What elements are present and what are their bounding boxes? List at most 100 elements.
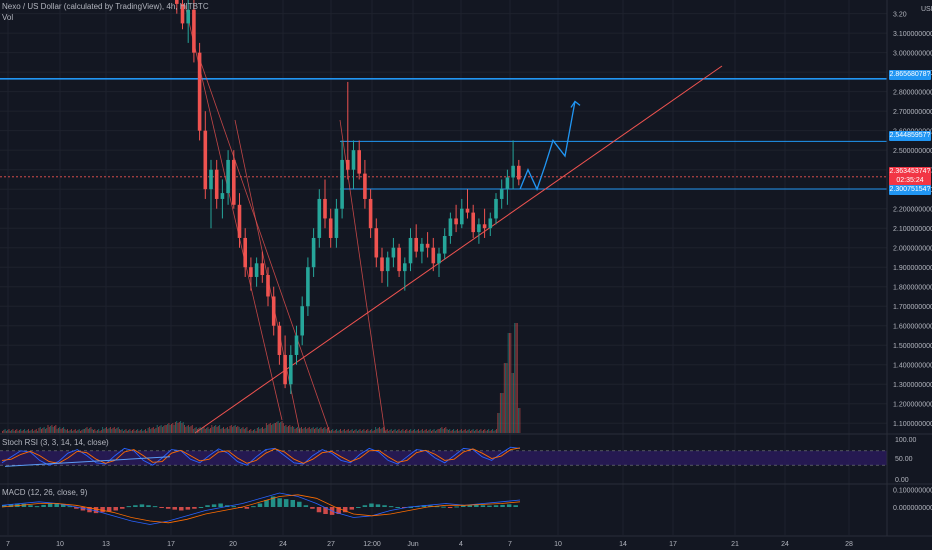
volume-bar	[388, 431, 390, 433]
macd-bar	[113, 507, 118, 511]
volume-bar	[115, 429, 117, 433]
volume-bar	[146, 431, 148, 433]
volume-bar	[186, 426, 188, 433]
volume-bar	[176, 421, 178, 433]
volume-bar	[212, 427, 214, 433]
volume-bar	[31, 429, 33, 433]
volume-bar	[411, 431, 413, 433]
volume-bar	[406, 429, 408, 433]
macd-bar	[218, 503, 223, 507]
time-tick-label: 24	[279, 541, 287, 548]
volume-bar	[116, 428, 118, 433]
candle-body	[175, 0, 179, 4]
price-tick-label: 3.20	[893, 12, 907, 19]
macd-bar	[152, 506, 158, 508]
volume-bar	[320, 427, 322, 433]
volume-bar	[269, 423, 271, 433]
volume-bar	[67, 429, 68, 433]
volume-bar	[304, 427, 306, 433]
volume-bar	[217, 426, 219, 433]
macd-bar	[41, 504, 46, 507]
candle-body	[192, 9, 196, 53]
price-tag-resistance-high: 2.86568078?	[889, 70, 931, 80]
volume-bar	[60, 429, 62, 433]
volume-bar	[479, 430, 481, 433]
time-tick-label: 27	[327, 541, 335, 548]
volume-bar	[117, 427, 119, 433]
volume-bar	[83, 429, 85, 433]
volume-bar	[55, 425, 57, 433]
volume-bar	[363, 429, 365, 433]
volume-bar	[145, 429, 146, 433]
candle-body	[209, 169, 213, 190]
volume-bar	[230, 425, 232, 433]
volume-bar	[267, 425, 269, 433]
volume-bar	[91, 429, 93, 433]
volume-bar	[224, 429, 226, 433]
volume-bar	[401, 430, 403, 433]
volume-bar	[169, 425, 171, 433]
volume-bar	[251, 431, 253, 433]
volume-bar	[147, 428, 149, 433]
volume-bar	[372, 431, 374, 433]
volume-bar	[468, 429, 470, 433]
volume-bar	[24, 429, 26, 433]
volume-bar	[303, 428, 305, 433]
volume-bar	[221, 428, 223, 433]
candle-body	[511, 165, 515, 178]
macd-tick-label: 0.100000000	[893, 488, 932, 495]
macd-bar	[251, 506, 256, 508]
macd-bar	[356, 507, 361, 508]
volume-bar	[181, 423, 183, 433]
candle-body	[346, 159, 350, 170]
candle-body	[226, 159, 230, 194]
volume-bar	[29, 431, 31, 433]
volume-bar	[64, 429, 66, 433]
volume-bar	[337, 431, 339, 433]
volume-bar	[329, 431, 331, 433]
countdown-tag: 02:35:24	[889, 176, 931, 186]
volume-bar	[295, 428, 297, 433]
volume-bar	[8, 429, 10, 433]
volume-bar	[484, 429, 486, 433]
candle-body	[334, 208, 339, 238]
macd-bar	[47, 503, 53, 507]
volume-bar	[163, 426, 165, 433]
volume-bar	[416, 430, 418, 433]
candle-body	[499, 189, 504, 199]
macd-bar	[61, 504, 66, 507]
volume-bar	[216, 427, 218, 433]
macd-bar	[388, 506, 394, 508]
volume-bar	[20, 429, 22, 433]
volume-bar	[447, 430, 449, 433]
volume-bar	[483, 430, 484, 433]
volume-bar	[5, 431, 7, 433]
time-tick-label: 20	[229, 541, 237, 548]
price-tick-label: 1.600000000	[893, 324, 932, 331]
macd-bar	[342, 507, 348, 513]
stoch-band	[0, 450, 887, 466]
volume-bar	[129, 429, 131, 433]
volume-bar	[154, 429, 156, 433]
ascending-trendline	[194, 65, 723, 434]
time-tick-label: 10	[56, 541, 64, 548]
volume-bar	[412, 430, 414, 433]
macd-bar	[231, 506, 236, 508]
volume-bar	[312, 427, 314, 433]
macd-bar	[493, 505, 499, 507]
volume-bar	[203, 427, 205, 433]
price-tick-label: 1.200000000	[893, 402, 932, 409]
macd-bar	[408, 507, 414, 508]
time-tick-label: 7	[508, 541, 512, 548]
time-tick-label: 12:00	[363, 541, 381, 548]
volume-bar	[238, 427, 240, 433]
volume-bar	[42, 428, 44, 433]
volume-bar	[94, 429, 96, 433]
volume-bar	[445, 427, 447, 433]
candle-body	[357, 150, 361, 174]
candle-body	[380, 257, 384, 272]
volume-bar	[341, 431, 343, 433]
volume-bar	[373, 430, 375, 433]
